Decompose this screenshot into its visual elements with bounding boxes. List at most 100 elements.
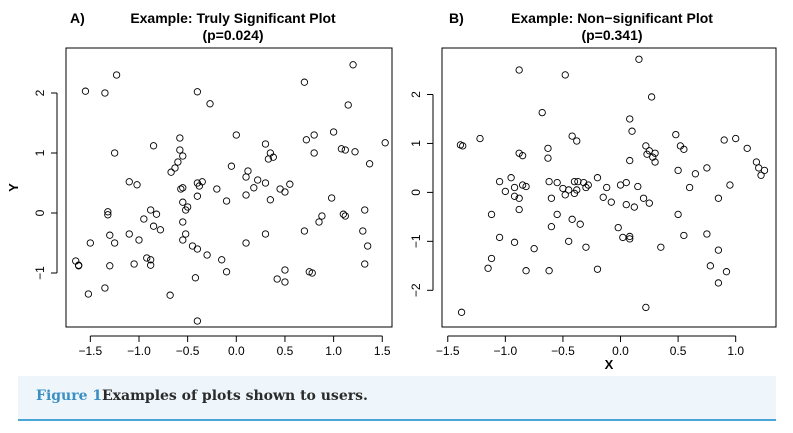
panel-b-data-point [622,178,630,187]
panel-b-data-point [642,303,650,312]
panel-a-y-tick-label: 1 [33,149,47,156]
panel-b-data-point [510,238,519,246]
panel-b-x-tick-label: 0.0 [612,344,629,358]
panel-a-data-point [156,226,165,234]
panel-a-data-point [147,206,155,214]
panel-b-data-point [495,177,504,186]
panel-a-title: Example: Truly Significant Plot [130,10,336,26]
panel-b-data-point [593,265,602,273]
panel-b-y-tick-label: −1 [409,234,423,248]
panel-b-data-point [522,182,530,191]
panel-a-data-point [111,149,119,157]
panel-a-data-point [361,206,369,214]
panel-b-data-point [518,181,527,189]
panel-a-data-point [365,160,374,168]
panel-b-data-point [647,93,656,101]
panel-b-data-point [607,198,615,206]
panel-a-data-point [84,290,93,298]
panel-b-data-point [743,144,751,152]
panel-a-data-point [218,256,226,264]
panel-b-data-point [545,267,553,275]
panel-b-data-point [553,210,561,219]
panel-a-data-point [147,261,155,269]
panel-a-data-point [86,239,94,247]
panel-b-data-point [515,66,523,74]
panel-b-x-tick-label: 1.0 [727,344,744,358]
panel-a-data-point [254,176,262,184]
panel-b-data-point [510,192,519,200]
panel-a-plot-frame [65,47,393,328]
panel-b-data-point [760,166,769,175]
panel-b-data-point [626,115,634,123]
panel-a-data-point [242,191,250,199]
panel-b-data-point [561,191,569,199]
panel-b-x-axis-title: X [605,357,614,372]
panel-b-data-point [685,183,694,192]
panel-b-data-point [626,156,634,165]
panel-b-data-point [515,205,523,214]
panel-b-data-point [547,223,556,231]
panel-a-subtitle: (p=0.024) [202,27,263,43]
panel-b-data-point [714,194,723,202]
panel-a-y-tick-label: 0 [33,209,47,216]
panel-a-data-point [193,317,202,325]
panel-a-data-point [276,185,284,193]
panel-b-data-point [573,137,581,145]
panel-a-data-point [147,256,155,264]
panel-b-data-point [630,203,638,211]
panel-b-x-tick-label: −0.5 [551,344,575,358]
panel-b-data-point [457,308,466,316]
panel-a-y-axis-title: Y [6,183,21,192]
panel-a-data-point [111,239,119,247]
panel-a-data-point [191,274,200,282]
panel-b-data-point [584,181,592,189]
panel-a-data-point [166,291,174,299]
panel-a-data-point [133,181,141,189]
panel-b-y-tick-label: 1 [409,140,423,147]
panel-a-data-point [112,71,121,79]
panel-b-data-point [635,55,643,63]
panel-b-data-point [544,154,552,162]
panel-a-data-point [195,182,203,190]
panel-b-x-tick-label: −1.0 [493,344,517,358]
panel-a-data-point [213,185,221,193]
panel-a-data-point [101,89,109,97]
panel-b-data-point [680,231,688,240]
panel-b-data-point [657,243,665,251]
panel-a-data-point [179,184,187,192]
panel-a-data-point [193,245,202,253]
panel-a-data-point [179,218,187,226]
panel-a-data-point [361,260,369,268]
panel-b-data-point [720,136,728,144]
panel-a-x-tick-label: 0.5 [277,344,294,358]
panel-a-data-point [143,254,151,262]
panel-b-data-point [703,164,711,172]
panel-a-data-point [310,149,318,157]
panel-a-label: A) [70,10,85,26]
panel-a-data-point [106,262,114,270]
panel-b-data-point [726,181,734,189]
figure-caption-text: Examples of plots shown to users. [102,388,368,404]
panel-b-data-point [568,132,576,140]
panel-b-data-point [545,177,553,186]
panel-b-data-point [706,262,715,270]
panel-a-data-point [101,284,109,292]
panel-b-data-point [639,194,648,202]
panel-a-x-tick-label: 1.0 [325,344,342,358]
figure-caption-label: Figure 1 [36,388,103,404]
panel-b-data-point [645,199,653,207]
panel-a-data-point [206,100,214,108]
panel-a-data-point [266,196,275,204]
panel-a-data-point [176,146,184,154]
panel-a-data-point [261,230,270,238]
panel-b-data-point [484,264,492,272]
panel-a-data-point [135,236,143,244]
panel-a-data-point [337,145,346,153]
panel-a-data-point [227,162,236,170]
panel-b-data-point [628,127,636,135]
panel-b-data-point [582,183,590,192]
panel-a-data-point [359,227,367,235]
panel-a-data-point [300,78,309,86]
panel-a-data-point [125,230,133,238]
panel-a-data-point [171,164,179,172]
